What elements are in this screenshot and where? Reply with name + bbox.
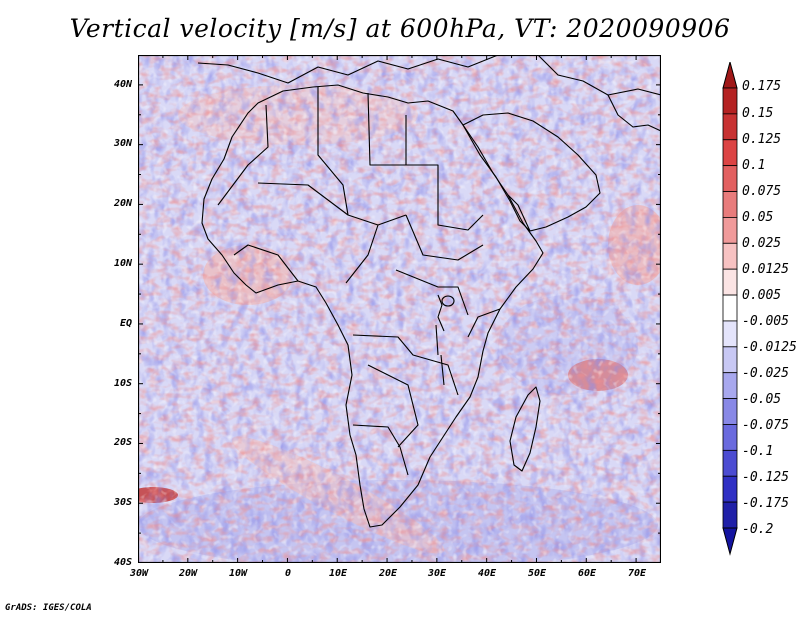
lon-label: 70E xyxy=(627,568,647,579)
colorbar-segment xyxy=(722,294,738,322)
colorbar-segment xyxy=(722,346,738,374)
colorbar-label: 0.025 xyxy=(742,236,782,251)
colorbar-label: -0.005 xyxy=(742,314,789,329)
colorbar-label: 0.125 xyxy=(742,132,782,147)
colorbar-label: -0.125 xyxy=(742,470,789,485)
lat-label: 20N xyxy=(113,198,132,209)
colorbar-segment xyxy=(722,87,738,115)
colorbar-label: -0.05 xyxy=(742,392,782,407)
colorbar-segment xyxy=(722,139,738,167)
colorbar-label: 0.0125 xyxy=(742,262,789,277)
lat-label: 10S xyxy=(113,378,132,389)
colorbar-label: 0.005 xyxy=(742,288,782,303)
colorbar-label: -0.025 xyxy=(742,366,789,381)
colorbar-segment xyxy=(722,449,738,477)
colorbar-segment xyxy=(722,475,738,503)
colorbar-segment xyxy=(722,242,738,270)
colorbar-segment xyxy=(722,165,738,192)
colorbar-segment xyxy=(722,62,738,89)
lon-label: 60E xyxy=(577,568,597,579)
colorbar-segment xyxy=(722,113,738,141)
colorbar-label: -0.1 xyxy=(742,444,774,459)
lon-label: 30W xyxy=(129,568,149,579)
lon-label: 20E xyxy=(378,568,398,579)
colorbar-label: -0.0125 xyxy=(742,340,797,355)
colorbar-label: -0.2 xyxy=(742,522,774,537)
lon-label: 30E xyxy=(427,568,447,579)
colorbar-label: 0.15 xyxy=(742,106,774,121)
colorbar-label: 0.075 xyxy=(742,184,782,199)
lon-label: 10W xyxy=(228,568,248,579)
map-title: Vertical velocity [m/s] at 600hPa, VT: 2… xyxy=(69,14,731,43)
colorbar-segment xyxy=(722,191,738,218)
lat-label: 20S xyxy=(113,437,132,448)
vertical-velocity-field xyxy=(138,55,661,563)
colorbar-segment xyxy=(722,372,738,399)
grads-credit: GrADS: IGES/COLA xyxy=(5,603,92,613)
lon-label: 20W xyxy=(178,568,198,579)
colorbar-segment xyxy=(722,424,738,451)
map-panel xyxy=(138,55,661,563)
lat-label: 40N xyxy=(113,79,132,90)
colorbar-segment xyxy=(722,320,738,348)
coastline-outline xyxy=(197,55,661,528)
colorbar-label: 0.05 xyxy=(742,210,774,225)
colorbar-label: -0.175 xyxy=(742,496,789,511)
colorbar-label: 0.175 xyxy=(742,79,782,94)
lat-label: EQ xyxy=(119,318,132,329)
colorbar-segment xyxy=(722,268,738,296)
colorbar-segment xyxy=(722,501,738,529)
lon-label: 50E xyxy=(527,568,547,579)
colorbar xyxy=(722,62,738,556)
lon-label: 0 xyxy=(284,568,292,579)
lat-label: 40S xyxy=(113,557,132,568)
colorbar-label: -0.075 xyxy=(742,418,789,433)
lat-label: 30S xyxy=(113,497,132,508)
lat-label: 10N xyxy=(113,258,132,269)
colorbar-segment xyxy=(722,217,738,244)
colorbar-segment xyxy=(722,527,738,556)
lon-label: 10E xyxy=(328,568,348,579)
colorbar-segment xyxy=(722,398,738,425)
colorbar-label: 0.1 xyxy=(742,158,766,173)
lon-label: 40E xyxy=(477,568,497,579)
lat-label: 30N xyxy=(113,138,132,149)
axis-ticks xyxy=(138,55,661,563)
